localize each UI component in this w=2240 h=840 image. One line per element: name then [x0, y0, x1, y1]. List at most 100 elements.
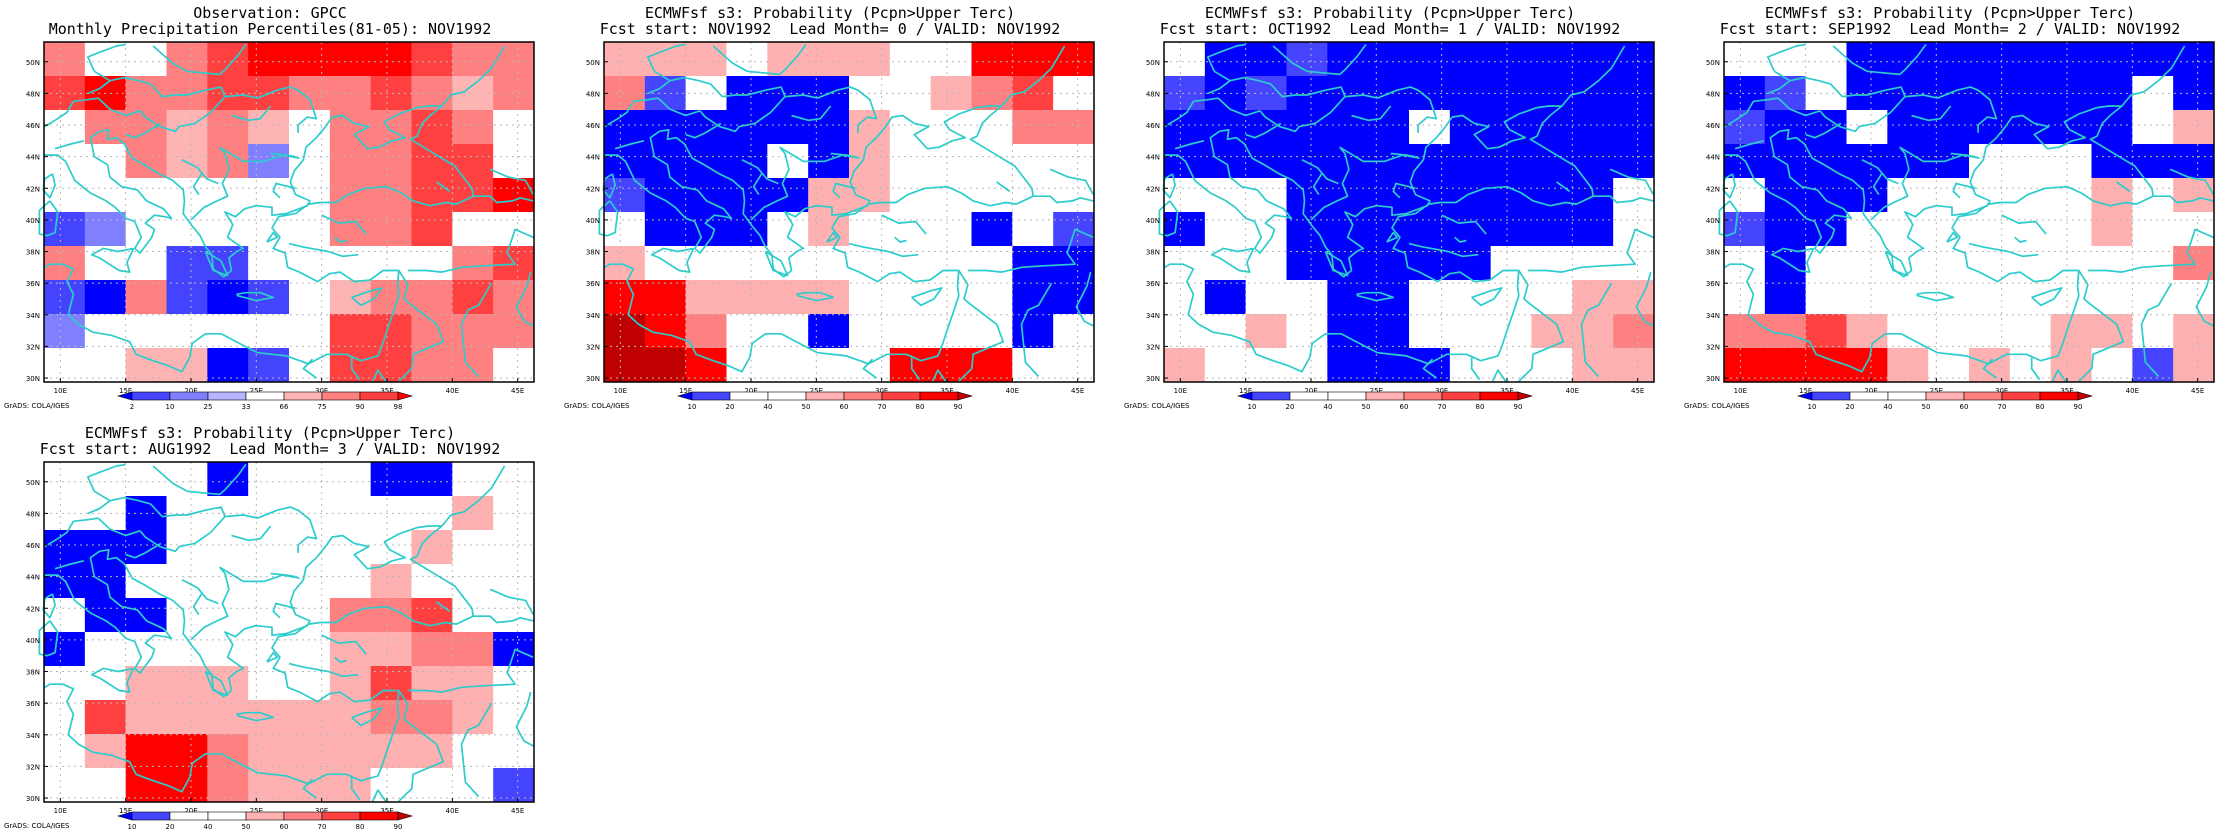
grid-cell [1053, 110, 1095, 145]
grid-cell [644, 110, 687, 145]
grid-cell [411, 768, 453, 803]
lon-tick-label: 35E [940, 387, 953, 395]
grid-cell [248, 462, 290, 497]
grid-cell [125, 564, 167, 599]
coastline [2014, 236, 2027, 243]
coastline [647, 80, 671, 95]
grid-cell [2009, 110, 2052, 145]
lon-tick-label: 25E [1370, 387, 1383, 395]
grid-cell [644, 178, 687, 213]
grid-cell [1449, 42, 1492, 77]
coastline [1324, 250, 1349, 277]
grid-cell [2009, 348, 2052, 383]
coastline [87, 500, 111, 515]
colorbar-label: 90 [394, 823, 403, 831]
grid-cell [125, 144, 167, 179]
grid-cell [1531, 110, 1573, 145]
colorbar-swatch [2001, 391, 2041, 401]
grid-cell [604, 314, 646, 349]
grid-cell [329, 348, 372, 383]
grid-cell [411, 462, 453, 497]
grid-cell [44, 462, 86, 497]
grid-cell [1764, 178, 1807, 213]
coastline [350, 777, 361, 801]
lon-tick-label: 15E [119, 387, 132, 395]
coastline [1408, 242, 1479, 258]
grid-cell [808, 110, 850, 145]
lat-tick-label: 50N [1706, 59, 1720, 67]
grid-cell [1286, 348, 1328, 383]
grid-cell [726, 178, 768, 213]
grid-cell [1764, 280, 1807, 315]
grid-cell [452, 734, 494, 769]
coastline [650, 247, 695, 273]
grid-cell [289, 348, 331, 383]
grid-cell [1887, 314, 1929, 349]
colorbar-label: 80 [1476, 403, 1485, 411]
lat-tick-label: 32N [586, 343, 600, 351]
grid-cell [2091, 314, 2133, 349]
grid-cell [889, 348, 932, 383]
grid-cell [1887, 76, 1929, 111]
colorbar-swatch [207, 811, 247, 821]
grid-cell [2173, 280, 2215, 315]
colorbar-label: 40 [764, 403, 773, 411]
grid-cell [329, 314, 372, 349]
coastline [848, 242, 919, 258]
coastline [894, 236, 907, 243]
coastline [750, 146, 790, 221]
grid-cell [1449, 178, 1492, 213]
lon-tick-label: 15E [1239, 387, 1252, 395]
lat-tick-label: 34N [1706, 312, 1720, 320]
coastline [1422, 358, 1437, 379]
grid-cell [329, 734, 372, 769]
grid-cell [248, 700, 290, 735]
grid-cell [1969, 42, 2011, 77]
coastline [73, 97, 99, 103]
grid-cell [1012, 42, 1054, 77]
coastline [1527, 228, 1654, 273]
lon-tick-label: 40E [1006, 387, 1019, 395]
grid-cell [644, 212, 687, 247]
grid-cell [248, 530, 290, 565]
grid-cell [248, 280, 290, 315]
lat-tick-label: 38N [1146, 249, 1160, 257]
coastline [2078, 270, 2125, 382]
lat-tick-label: 48N [26, 90, 40, 98]
grid-cell [2091, 212, 2133, 247]
grid-cell [207, 768, 249, 803]
grid-cell [1805, 212, 1847, 247]
grid-cell [207, 314, 249, 349]
lat-tick-label: 38N [586, 249, 600, 257]
grid-cell [44, 530, 86, 565]
grid-cell [726, 212, 768, 247]
coastline [441, 465, 506, 527]
grid-cell [329, 598, 372, 633]
colorbar-label: 70 [318, 823, 327, 831]
map-frame [1163, 41, 1655, 383]
coastline [598, 200, 619, 237]
colorbar-swatch [1811, 391, 1851, 401]
grid-cell [1531, 42, 1573, 77]
grid-cell [289, 700, 331, 735]
coastline [1805, 122, 1842, 139]
colorbar-label: 80 [916, 403, 925, 411]
coastline [1819, 83, 1906, 133]
coastline [1471, 287, 1503, 307]
grid-cell [1286, 314, 1328, 349]
lon-tick-label: 20E [744, 387, 757, 395]
coastline [38, 200, 59, 237]
grid-cell [971, 348, 1013, 383]
lon-tick-label: 40E [446, 387, 459, 395]
grid-cell [2173, 110, 2215, 145]
colorbar-swatch [321, 811, 361, 821]
grid-cell [1490, 42, 1532, 77]
colorbar-label: 33 [242, 403, 251, 411]
map-panel-observation: Observation: GPCC Monthly Precipitation … [0, 0, 540, 420]
grid-cell [370, 530, 412, 565]
coastline [1904, 86, 1998, 133]
coastline [1518, 270, 1565, 382]
coastline [93, 70, 151, 85]
grid-cell [930, 212, 972, 247]
coastline [351, 287, 383, 307]
